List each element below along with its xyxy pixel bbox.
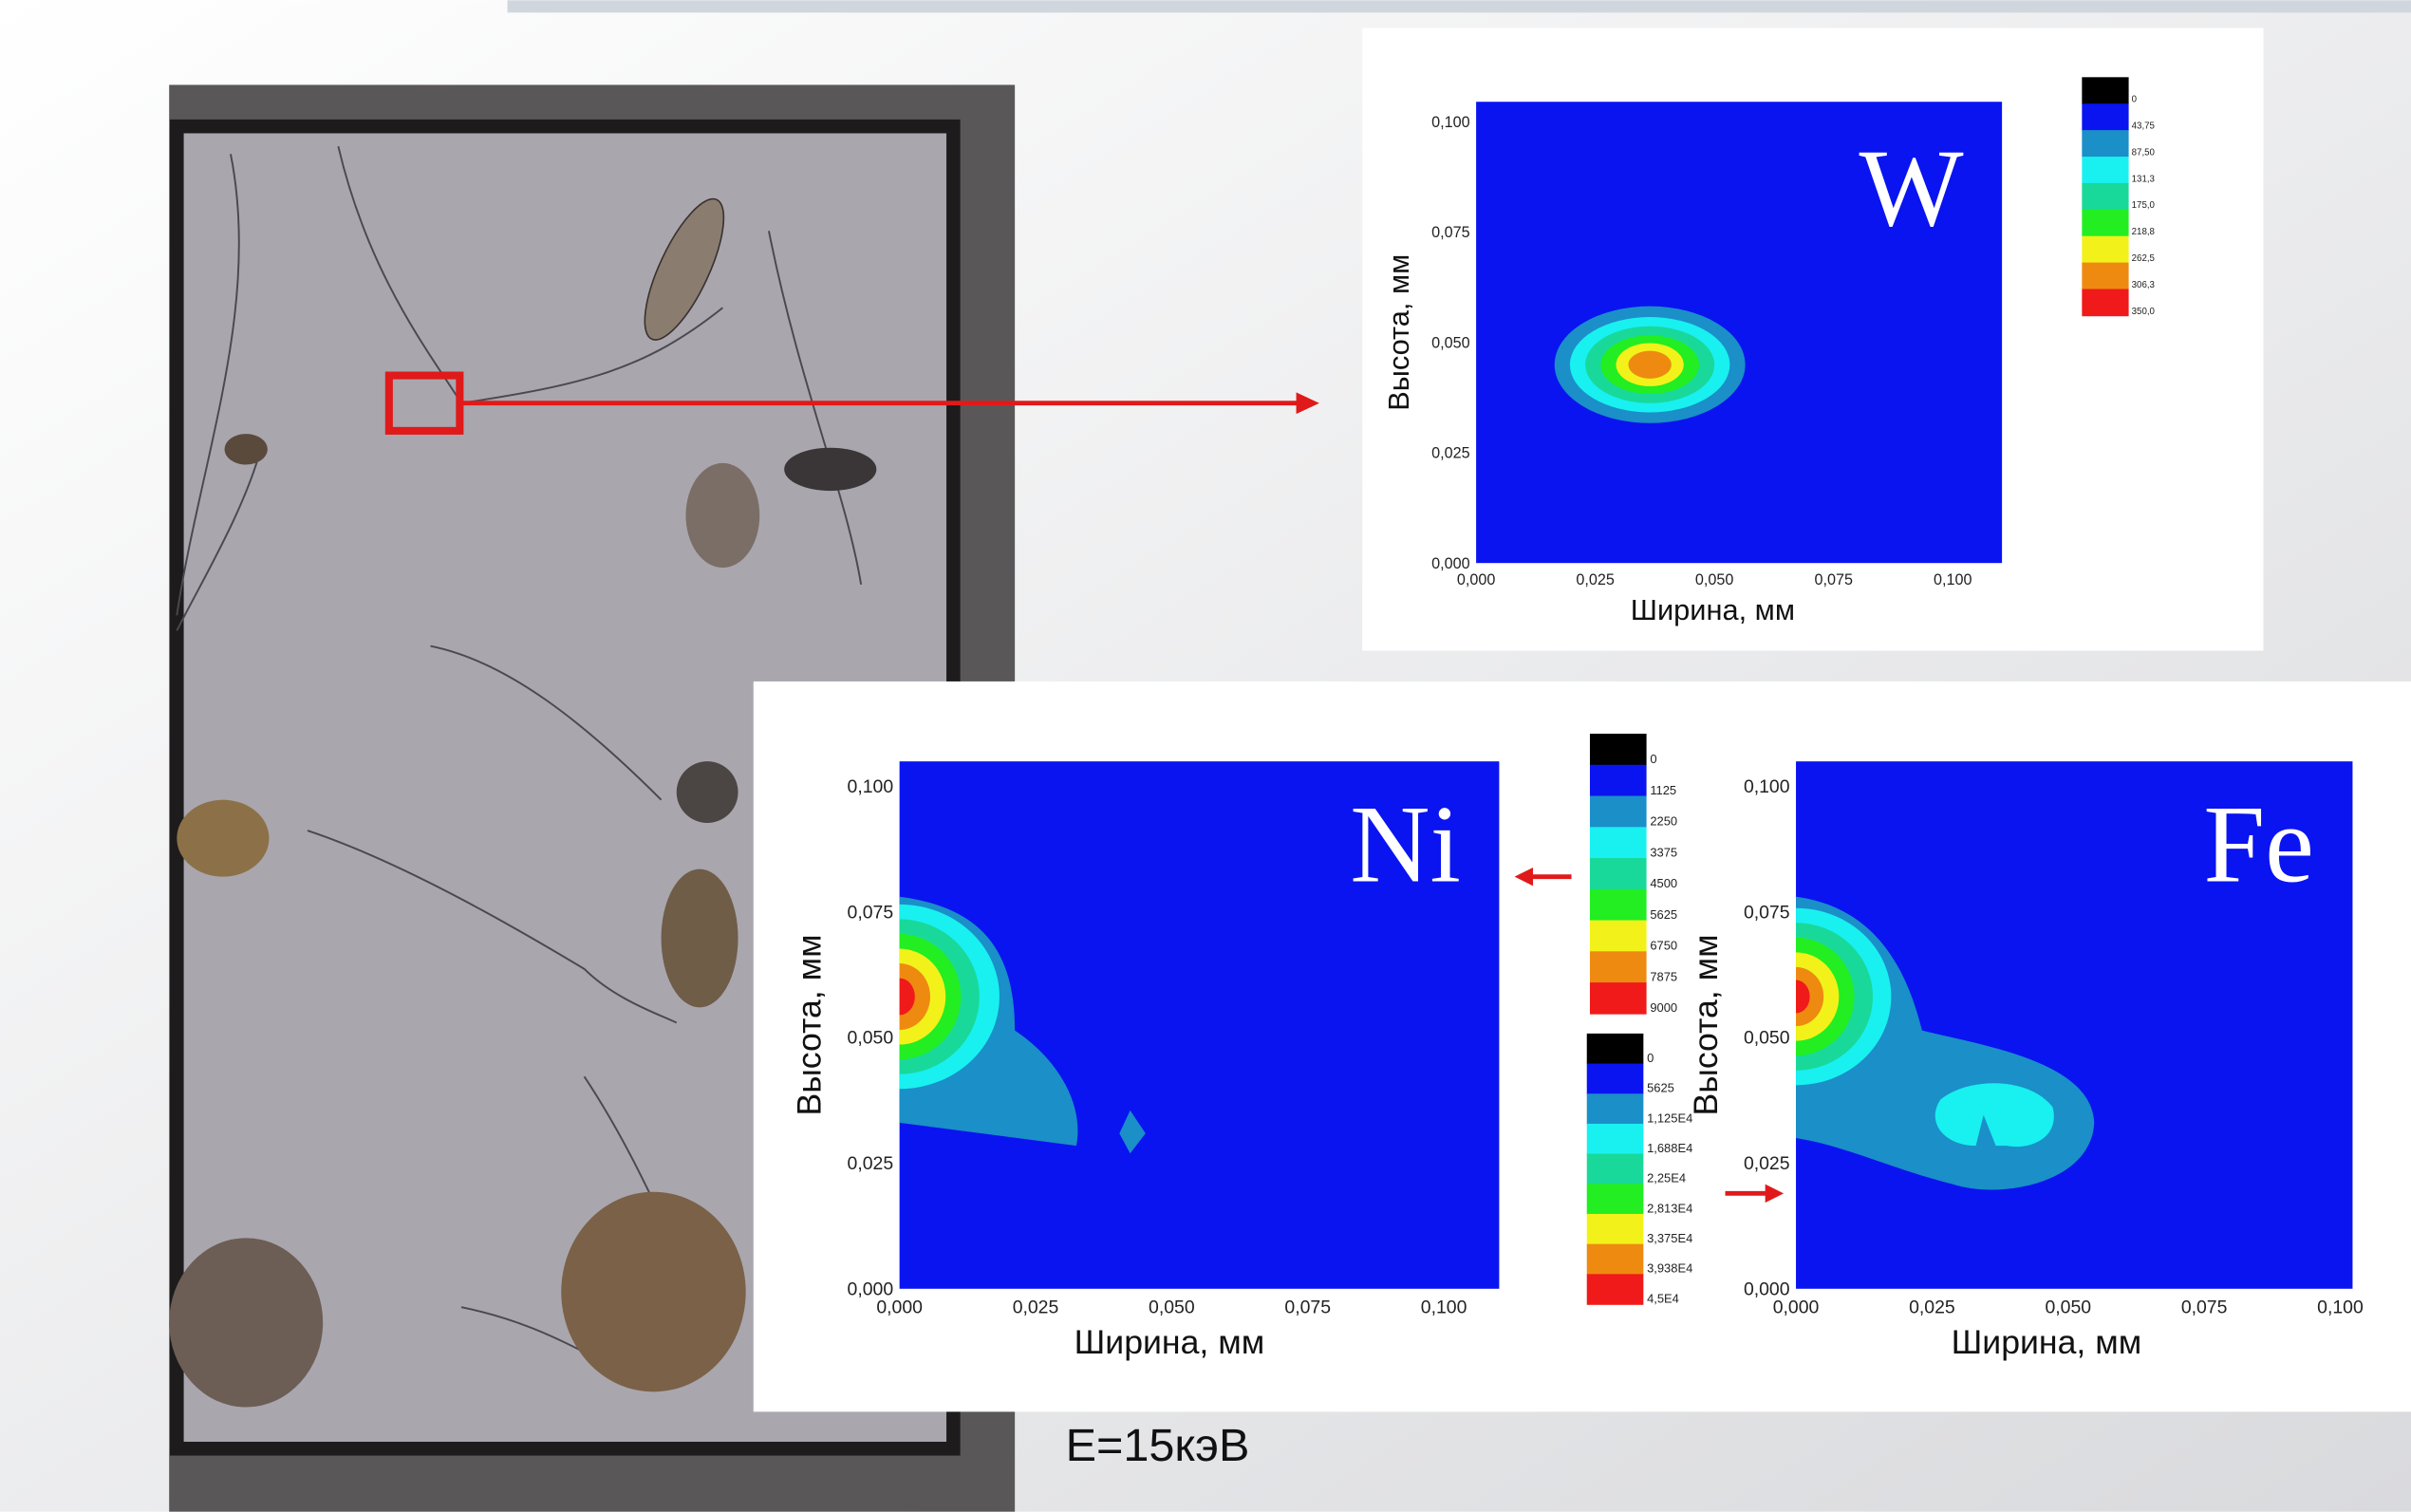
- x-tick-label: 0,025: [1013, 1297, 1059, 1318]
- colorbar-label: 7875: [1650, 969, 1677, 983]
- colorbar-swatch: [1590, 921, 1647, 953]
- colorbar-swatch: [1587, 1274, 1644, 1304]
- colorbar-swatch: [1590, 982, 1647, 1015]
- x-tick-label: 0,000: [1773, 1297, 1820, 1318]
- colorbar-label: 0: [1650, 752, 1656, 766]
- colorbar-swatch: [1587, 1154, 1644, 1185]
- x-tick-label: 0,000: [1457, 571, 1496, 588]
- colorbar-label: 175,0: [2132, 200, 2156, 211]
- colorbar-swatch: [2082, 157, 2128, 184]
- top-bar: [508, 0, 2411, 12]
- x-tick-label: 0,075: [2181, 1297, 2228, 1318]
- colorbar-label: 2250: [1650, 814, 1677, 829]
- colorbar-swatch: [2082, 289, 2128, 317]
- colorbar-label: 5625: [1647, 1081, 1674, 1095]
- colorbar-label: 306,3: [2132, 280, 2155, 290]
- y-tick-label: 0,000: [848, 1279, 894, 1300]
- x-tick-label: 0,075: [1284, 1297, 1331, 1318]
- x-tick-label: 0,050: [2045, 1297, 2091, 1318]
- colorbar-swatch: [1587, 1034, 1644, 1064]
- x-tick-label: 0,025: [1576, 571, 1615, 588]
- colorbar-label: 2,813E4: [1647, 1201, 1692, 1215]
- colorbar-swatch: [2082, 236, 2128, 264]
- colorbar-label: 6750: [1650, 939, 1677, 953]
- colorbar-label: 3,938E4: [1647, 1261, 1692, 1276]
- colorbar-label: 4,5E4: [1647, 1291, 1679, 1305]
- colorbar-label: 0: [2132, 95, 2138, 105]
- colorbar-label: 2,25E4: [1647, 1171, 1686, 1185]
- colorbar-swatch: [1590, 858, 1647, 890]
- colorbar-swatch: [1590, 889, 1647, 922]
- colorbar-label: 87,50: [2132, 147, 2156, 158]
- y-tick-label: 0,100: [848, 776, 894, 797]
- x-axis-label: Ширина, мм: [1952, 1323, 2142, 1361]
- x-tick-label: 0,075: [1814, 571, 1853, 588]
- element-title: W: [1860, 127, 1964, 250]
- colorbar-swatch: [2082, 210, 2128, 237]
- x-tick-label: 0,050: [1149, 1297, 1195, 1318]
- colorbar-label: 3,375E4: [1647, 1231, 1692, 1245]
- colorbar-swatch: [1590, 765, 1647, 797]
- y-tick-label: 0,100: [1744, 776, 1790, 797]
- x-tick-label: 0,025: [1909, 1297, 1955, 1318]
- y-axis-label: Высота, мм: [1382, 254, 1415, 411]
- colorbar-swatch: [1590, 827, 1647, 859]
- colorbar-label: 1,688E4: [1647, 1141, 1692, 1155]
- colorbar-swatch: [1587, 1064, 1644, 1094]
- contour: [1628, 351, 1671, 379]
- y-tick-label: 0,025: [848, 1153, 894, 1174]
- colorbar-label: 9000: [1650, 1000, 1677, 1015]
- colorbar-swatch: [2082, 130, 2128, 158]
- y-tick-label: 0,075: [848, 902, 894, 923]
- y-tick-label: 0,075: [1431, 224, 1470, 241]
- element-title: Fe: [2203, 784, 2314, 906]
- x-tick-label: 0,100: [1934, 571, 1972, 588]
- colorbar-label: 1125: [1650, 783, 1676, 797]
- colorbar-swatch: [1587, 1214, 1644, 1244]
- colorbar-label: 3375: [1650, 845, 1677, 859]
- colorbar-swatch: [2082, 263, 2128, 290]
- colorbar-label: 350,0: [2132, 307, 2156, 317]
- y-tick-label: 0,050: [1431, 334, 1470, 351]
- colorbar-label: 218,8: [2132, 227, 2155, 237]
- element-title: Ni: [1350, 784, 1461, 906]
- y-tick-label: 0,050: [1744, 1028, 1790, 1049]
- colorbar-swatch: [2082, 183, 2128, 211]
- colorbar-label: 4500: [1650, 876, 1677, 890]
- x-tick-label: 0,050: [1695, 571, 1734, 588]
- slide: W 0,000 0,025 0,050 0,075 0,100 0,000 0,025 0,05…: [0, 0, 2411, 1512]
- colorbar-label: 0: [1647, 1051, 1654, 1065]
- x-tick-label: 0,000: [876, 1297, 923, 1318]
- y-tick-label: 0,000: [1744, 1279, 1790, 1300]
- colorbar-swatch: [2082, 103, 2128, 131]
- colorbar-swatch: [2082, 77, 2128, 104]
- colorbar-label: 262,5: [2132, 253, 2155, 264]
- y-axis-label: Высота, мм: [791, 934, 829, 1115]
- y-tick-label: 0,025: [1744, 1153, 1790, 1174]
- page: W 0,000 0,025 0,050 0,075 0,100 0,000 0,025 0,05…: [0, 0, 2411, 1512]
- y-axis-label: Высота, мм: [1687, 934, 1725, 1115]
- colorbar-swatch: [1587, 1124, 1644, 1154]
- colorbar-label: 5625: [1650, 907, 1677, 922]
- colorbar-label: 43,75: [2132, 121, 2155, 131]
- colorbar-swatch: [1587, 1244, 1644, 1275]
- colorbar-label: 131,3: [2132, 174, 2155, 184]
- y-tick-label: 0,025: [1431, 445, 1470, 462]
- energy-label: E=15кэВ: [1066, 1420, 1250, 1471]
- colorbar-swatch: [1590, 796, 1647, 829]
- colorbar-label: 1,125E4: [1647, 1111, 1692, 1125]
- y-tick-label: 0,000: [1431, 555, 1470, 572]
- colorbar-swatch: [1587, 1184, 1644, 1214]
- x-tick-label: 0,100: [1421, 1297, 1467, 1318]
- y-tick-label: 0,075: [1744, 902, 1790, 923]
- x-axis-label: Ширина, мм: [1631, 593, 1795, 626]
- y-tick-label: 0,050: [848, 1028, 894, 1049]
- x-axis-label: Ширина, мм: [1075, 1323, 1265, 1361]
- x-tick-label: 0,100: [2317, 1297, 2364, 1318]
- colorbar-swatch: [1590, 734, 1647, 766]
- y-tick-label: 0,100: [1431, 114, 1470, 131]
- colorbar-swatch: [1590, 951, 1647, 983]
- colorbar-swatch: [1587, 1093, 1644, 1124]
